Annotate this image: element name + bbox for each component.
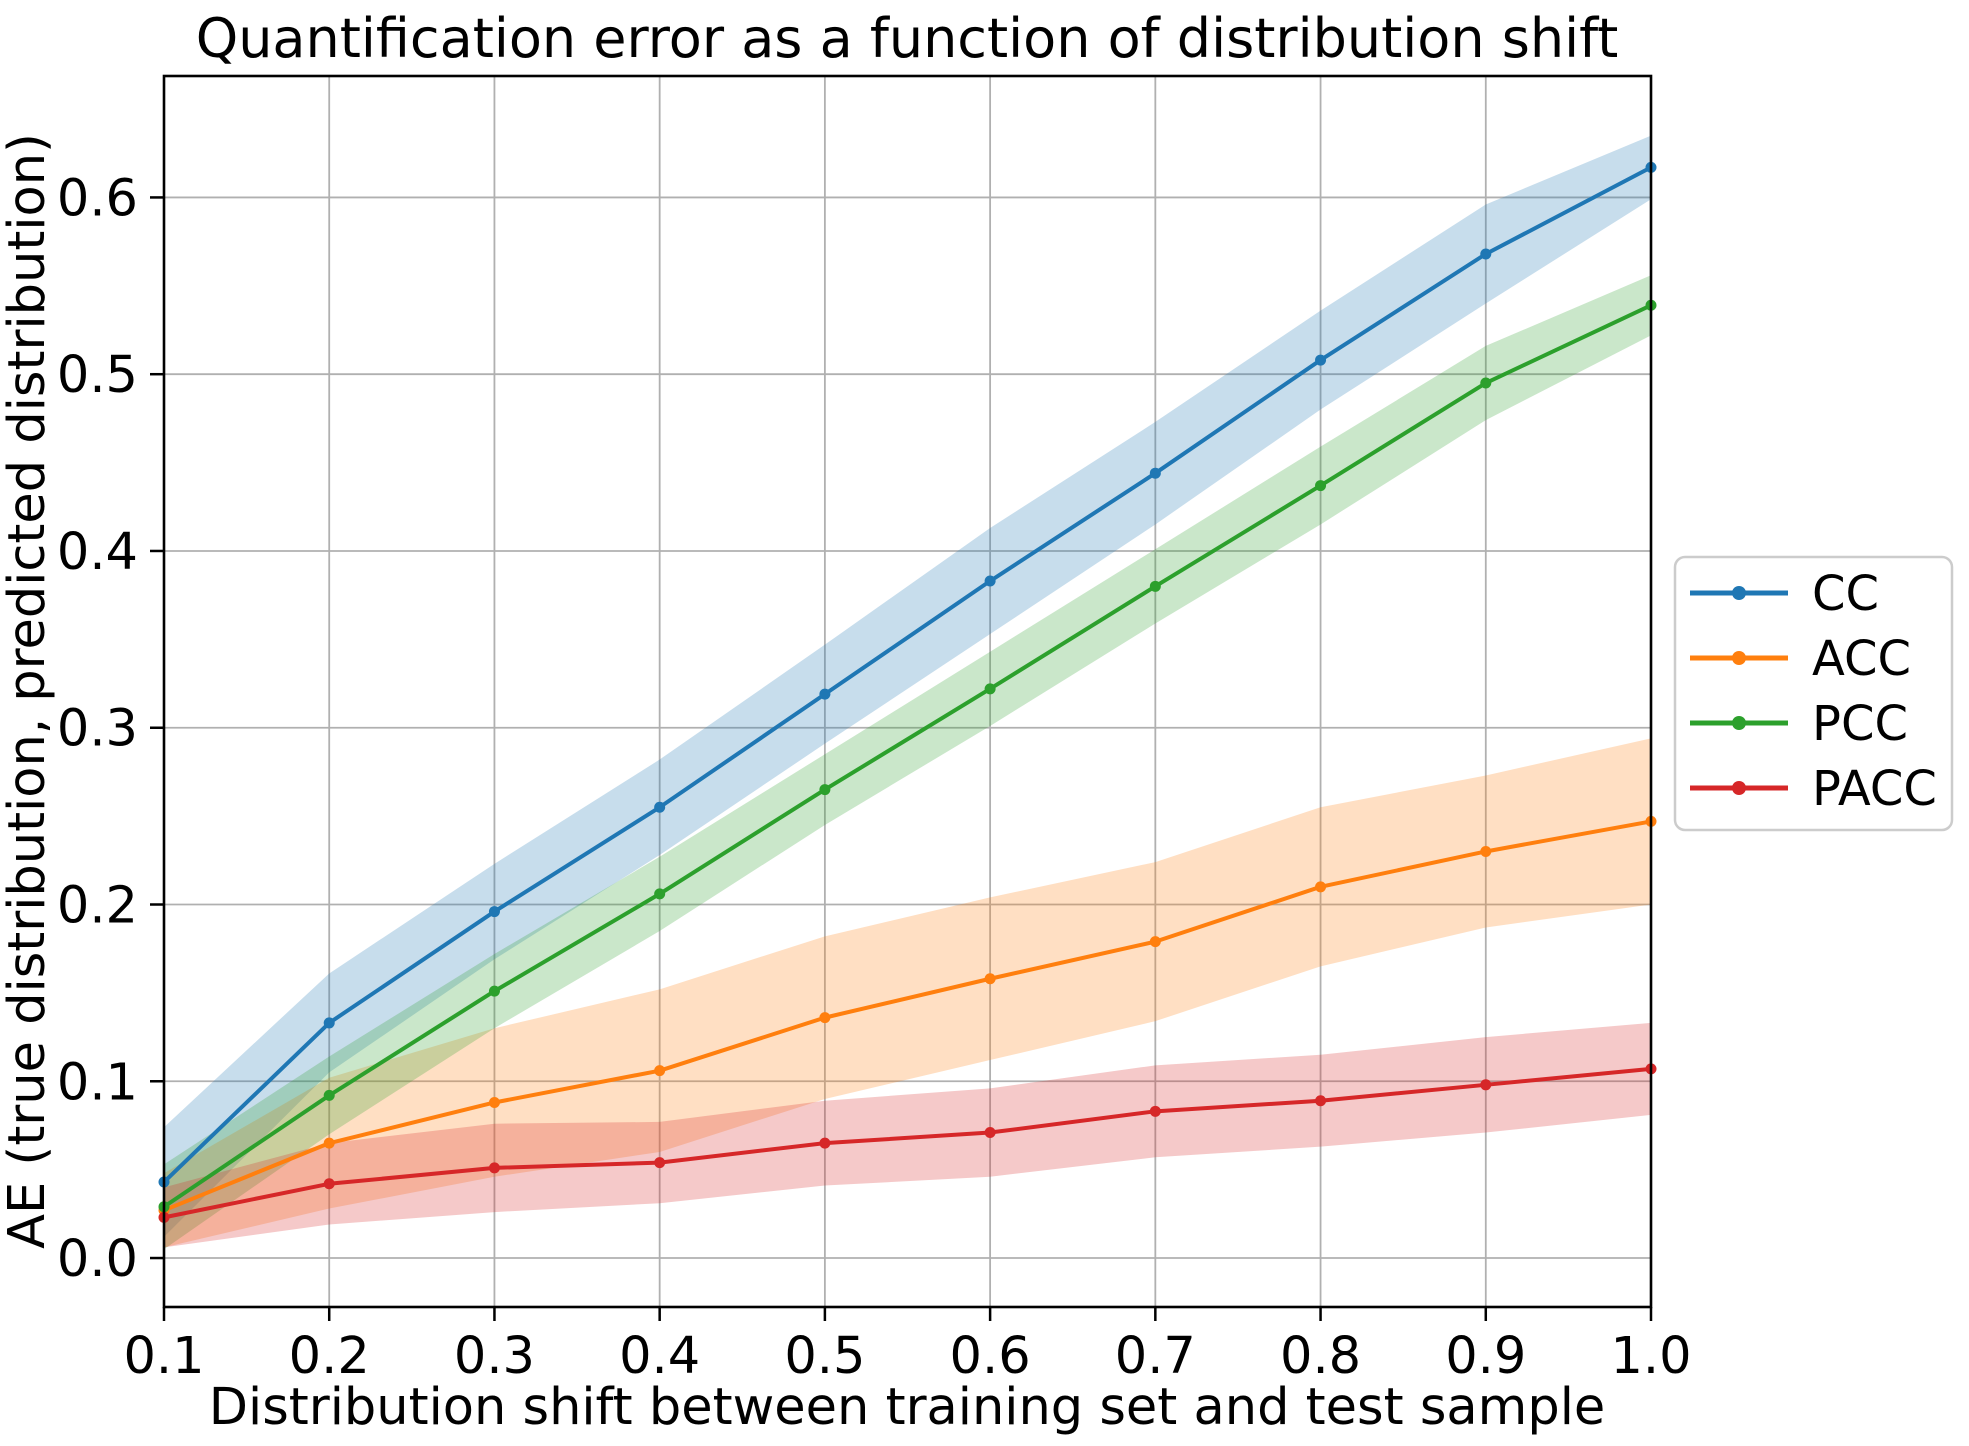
acc-marker xyxy=(654,1065,666,1077)
acc-line xyxy=(162,819,1653,1213)
cc-marker xyxy=(984,575,996,587)
y-tick-label: 0.5 xyxy=(57,346,138,405)
plot-border xyxy=(162,74,1653,1309)
acc-marker xyxy=(1149,936,1161,948)
acc-marker xyxy=(1480,845,1492,857)
pacc-marker xyxy=(1480,1079,1492,1091)
x-tick-label: 0.4 xyxy=(619,1327,700,1386)
axis-ticks xyxy=(150,196,1653,1321)
pacc-marker xyxy=(984,1127,996,1139)
y-axis-label: AE (true distribution, predicted distrib… xyxy=(0,133,57,1249)
x-tick-label: 0.1 xyxy=(123,1327,204,1386)
pacc-marker xyxy=(1149,1105,1161,1117)
pacc-error-band xyxy=(164,1022,1651,1248)
acc-marker xyxy=(984,973,996,985)
cc-line xyxy=(162,165,1653,1185)
cc-marker xyxy=(654,801,666,813)
pcc-legend-label: PCC xyxy=(1812,696,1908,752)
legend-item-pacc: PACC xyxy=(1690,761,1937,817)
acc-marker xyxy=(488,1096,500,1108)
cc-marker xyxy=(1480,248,1492,260)
pcc-line xyxy=(162,303,1653,1209)
x-tick-label: 0.3 xyxy=(454,1327,535,1386)
y-tick-label: 0.6 xyxy=(57,169,138,228)
x-tick-label: 0.9 xyxy=(1445,1327,1526,1386)
pcc-legend-marker xyxy=(1732,716,1746,730)
acc-error-band xyxy=(164,738,1651,1248)
x-axis-label: Distribution shift between training set … xyxy=(209,1378,1606,1437)
y-tick-labels: 0.0 0.1 0.2 0.3 0.4 0.5 0.6 xyxy=(57,169,138,1289)
pcc-marker xyxy=(1315,480,1327,492)
acc-legend-marker xyxy=(1732,651,1746,665)
pacc-marker xyxy=(819,1137,831,1149)
legend-item-pcc: PCC xyxy=(1690,696,1908,752)
pcc-marker xyxy=(1149,580,1161,592)
x-tick-label: 0.7 xyxy=(1115,1327,1196,1386)
x-tick-label: 0.2 xyxy=(289,1327,370,1386)
y-tick-label: 0.1 xyxy=(57,1053,138,1112)
y-tick-label: 0.3 xyxy=(57,700,138,759)
acc-marker xyxy=(323,1137,335,1149)
y-tick-label: 0.4 xyxy=(57,523,138,582)
cc-marker xyxy=(323,1017,335,1029)
pacc-marker xyxy=(323,1178,335,1190)
cc-marker xyxy=(488,906,500,918)
y-tick-label: 0.2 xyxy=(57,877,138,936)
cc-error-band xyxy=(164,135,1651,1237)
x-tick-label: 0.6 xyxy=(950,1327,1031,1386)
error-bands xyxy=(164,135,1651,1250)
acc-legend-label: ACC xyxy=(1812,631,1911,687)
acc-marker xyxy=(1315,881,1327,893)
legend-item-acc: ACC xyxy=(1690,631,1911,687)
pacc-marker xyxy=(488,1162,500,1174)
cc-legend-label: CC xyxy=(1812,566,1879,622)
pacc-marker xyxy=(1315,1095,1327,1107)
pacc-legend-marker xyxy=(1732,781,1746,795)
cc-legend-marker xyxy=(1732,586,1746,600)
pcc-error-band xyxy=(164,275,1651,1250)
pacc-legend-label: PACC xyxy=(1812,761,1937,817)
x-tick-label: 1.0 xyxy=(1610,1327,1691,1386)
y-tick-label: 0.0 xyxy=(57,1230,138,1289)
chart-title: Quantification error as a function of di… xyxy=(196,7,1619,70)
cc-marker xyxy=(1315,354,1327,366)
series-lines xyxy=(162,165,1653,1220)
pacc-line xyxy=(162,1066,1653,1220)
pcc-marker xyxy=(488,985,500,997)
pacc-marker xyxy=(654,1157,666,1169)
axes-frame xyxy=(162,74,1653,1309)
x-tick-labels: 0.1 0.2 0.3 0.4 0.5 0.6 0.7 0.8 0.9 1.0 xyxy=(123,1327,1691,1386)
x-tick-label: 0.5 xyxy=(784,1327,865,1386)
pcc-marker xyxy=(984,683,996,695)
legend-box xyxy=(1673,555,1954,832)
pcc-marker xyxy=(323,1089,335,1101)
cc-marker xyxy=(819,688,831,700)
legend: CC ACC PCC PACC xyxy=(1673,555,1954,832)
pcc-marker xyxy=(654,888,666,900)
legend-item-cc: CC xyxy=(1690,566,1879,622)
pcc-marker xyxy=(1480,377,1492,389)
acc-marker xyxy=(819,1012,831,1024)
pcc-marker xyxy=(819,784,831,796)
x-tick-label: 0.8 xyxy=(1280,1327,1361,1386)
cc-marker xyxy=(1149,467,1161,479)
